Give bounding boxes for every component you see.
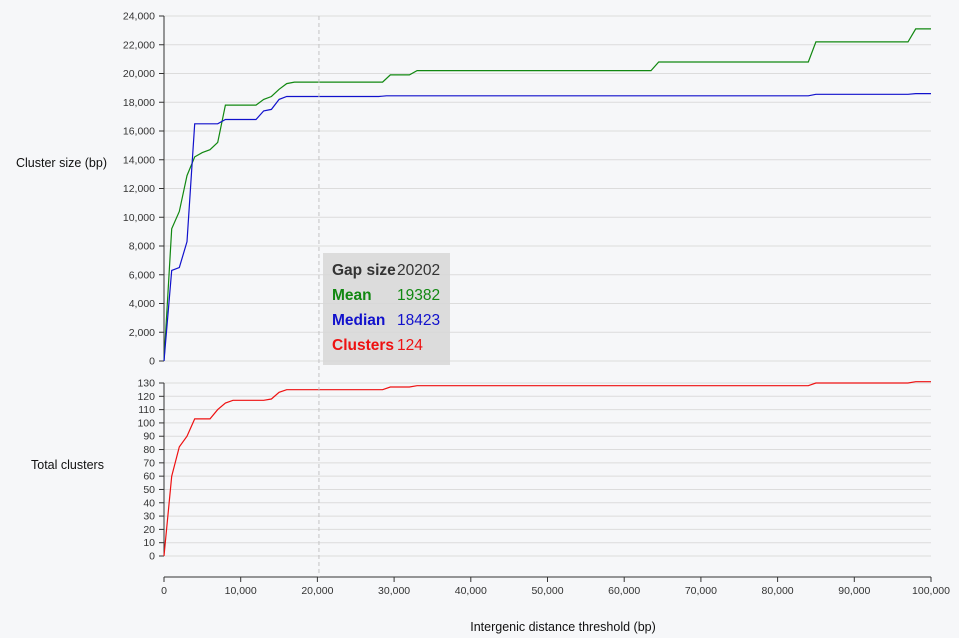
total-clusters-y-tick-label: 20 <box>143 524 155 536</box>
series-median-line <box>163 92 931 362</box>
hover-tooltip: Gap size 20202 Mean 19382 Median 18423 Cluster… <box>323 253 450 365</box>
total-clusters-y-tick-label: 60 <box>143 471 155 483</box>
cluster-size-y-tick-label: 6,000 <box>129 269 155 281</box>
x-tick-label: 90,000 <box>838 585 870 597</box>
x-tick-label: 40,000 <box>455 585 487 597</box>
tooltip-row-clusters: Clusters 124 <box>332 333 450 358</box>
cluster-size-panel: 0 2,000 4,000 6,000 8,000 10,000 12,000 14,000 1… <box>123 11 931 368</box>
tooltip-key: Mean <box>332 287 372 304</box>
x-tick-label: 100,000 <box>912 585 950 597</box>
tooltip-row-median: Median 18423 <box>332 308 450 333</box>
cluster-size-axis-title: Cluster size (bp) <box>16 156 107 170</box>
total-clusters-y-tick-label: 120 <box>137 391 155 403</box>
total-clusters-y-tick-label: 50 <box>143 484 155 496</box>
total-clusters-y-tick-label: 0 <box>149 551 155 563</box>
tooltip-key: Median <box>332 312 386 329</box>
tooltip-value: 124 <box>397 337 423 354</box>
series-clusters-line <box>163 381 931 557</box>
total-clusters-y-tick-label: 40 <box>143 497 155 509</box>
tooltip-row-mean: Mean 19382 <box>332 283 450 308</box>
tooltip-value: 20202 <box>397 262 441 279</box>
cluster-size-y-tick-label: 8,000 <box>129 241 155 253</box>
total-clusters-y-tick-label: 10 <box>143 537 155 549</box>
cluster-size-y-tick-label: 16,000 <box>123 126 155 138</box>
total-clusters-y-tick-label: 30 <box>143 511 155 523</box>
total-clusters-y-tick-label: 130 <box>137 378 155 390</box>
total-clusters-y-tick-label: 70 <box>143 457 155 469</box>
tooltip-key: Gap size <box>332 262 396 279</box>
cluster-size-y-tick-label: 2,000 <box>129 327 155 339</box>
cluster-size-y-tick-label: 24,000 <box>123 11 155 23</box>
cluster-size-y-tick-label: 12,000 <box>123 183 155 195</box>
x-tick-label: 50,000 <box>531 585 563 597</box>
x-axis: 0 10,000 20,000 30,000 40,000 50,000 60,000 70,… <box>161 576 950 597</box>
cluster-size-y-tick-label: 20,000 <box>123 68 155 80</box>
cluster-size-y-tick-label: 0 <box>149 356 155 368</box>
x-tick-label: 10,000 <box>225 585 257 597</box>
x-tick-label: 20,000 <box>301 585 333 597</box>
total-clusters-y-tick-label: 80 <box>143 444 155 456</box>
tooltip-row-gap-size: Gap size 20202 <box>332 258 450 283</box>
cluster-size-y-tick-label: 14,000 <box>123 154 155 166</box>
x-tick-label: 60,000 <box>608 585 640 597</box>
cluster-size-y-tick-label: 22,000 <box>123 39 155 51</box>
series-mean-line <box>163 28 931 362</box>
cluster-size-y-tick-label: 18,000 <box>123 97 155 109</box>
x-tick-label: 0 <box>161 585 167 597</box>
cluster-size-y-tick-label: 10,000 <box>123 212 155 224</box>
x-tick-label: 30,000 <box>378 585 410 597</box>
tooltip-value: 19382 <box>397 287 441 304</box>
x-tick-label: 70,000 <box>685 585 717 597</box>
total-clusters-y-tick-label: 100 <box>137 417 155 429</box>
total-clusters-y-tick-label: 110 <box>138 404 155 416</box>
x-tick-label: 80,000 <box>762 585 794 597</box>
x-axis-title: Intergenic distance threshold (bp) <box>470 620 656 634</box>
cluster-size-y-tick-label: 4,000 <box>129 298 155 310</box>
total-clusters-y-tick-label: 90 <box>143 431 155 443</box>
tooltip-key: Clusters <box>332 337 395 354</box>
total-clusters-axis-title: Total clusters <box>31 458 104 472</box>
tooltip-value: 18423 <box>397 312 441 329</box>
